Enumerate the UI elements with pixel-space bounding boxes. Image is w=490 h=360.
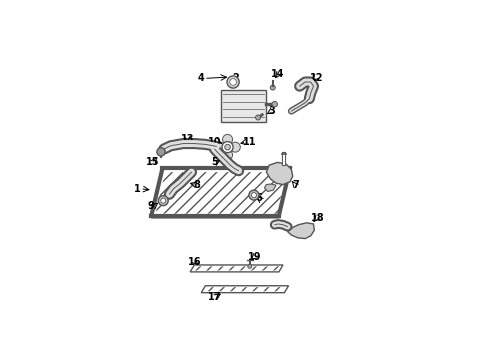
Circle shape [248,264,252,268]
Circle shape [249,190,259,200]
Text: 14: 14 [271,69,285,79]
Polygon shape [265,184,276,192]
Text: 4: 4 [198,73,205,83]
Text: 6: 6 [255,193,262,203]
Circle shape [227,76,239,88]
Circle shape [222,150,233,160]
Text: 11: 11 [243,136,256,147]
Text: 2: 2 [232,73,239,83]
Circle shape [161,198,166,203]
Text: 10: 10 [208,136,222,147]
Text: 13: 13 [181,134,194,144]
Circle shape [222,134,233,144]
Circle shape [270,85,275,90]
Circle shape [256,115,261,120]
Circle shape [230,142,240,152]
Text: 3: 3 [269,106,275,116]
Text: 9: 9 [148,201,155,211]
Text: 5: 5 [211,157,218,167]
FancyBboxPatch shape [220,90,267,122]
Text: 8: 8 [194,180,200,190]
Polygon shape [267,162,293,185]
Text: 19: 19 [248,252,261,262]
Text: 16: 16 [188,257,201,267]
Circle shape [251,193,256,198]
Circle shape [157,148,165,156]
Text: 18: 18 [311,213,324,224]
Text: 12: 12 [310,73,323,83]
Circle shape [158,196,168,206]
Text: 15: 15 [146,157,159,167]
Circle shape [272,102,277,107]
Text: 17: 17 [208,292,222,302]
Circle shape [215,142,225,152]
Text: 1: 1 [134,184,141,194]
Circle shape [225,144,230,150]
Text: 7: 7 [292,180,299,190]
Polygon shape [288,223,314,239]
Circle shape [222,141,233,153]
Circle shape [230,79,237,85]
